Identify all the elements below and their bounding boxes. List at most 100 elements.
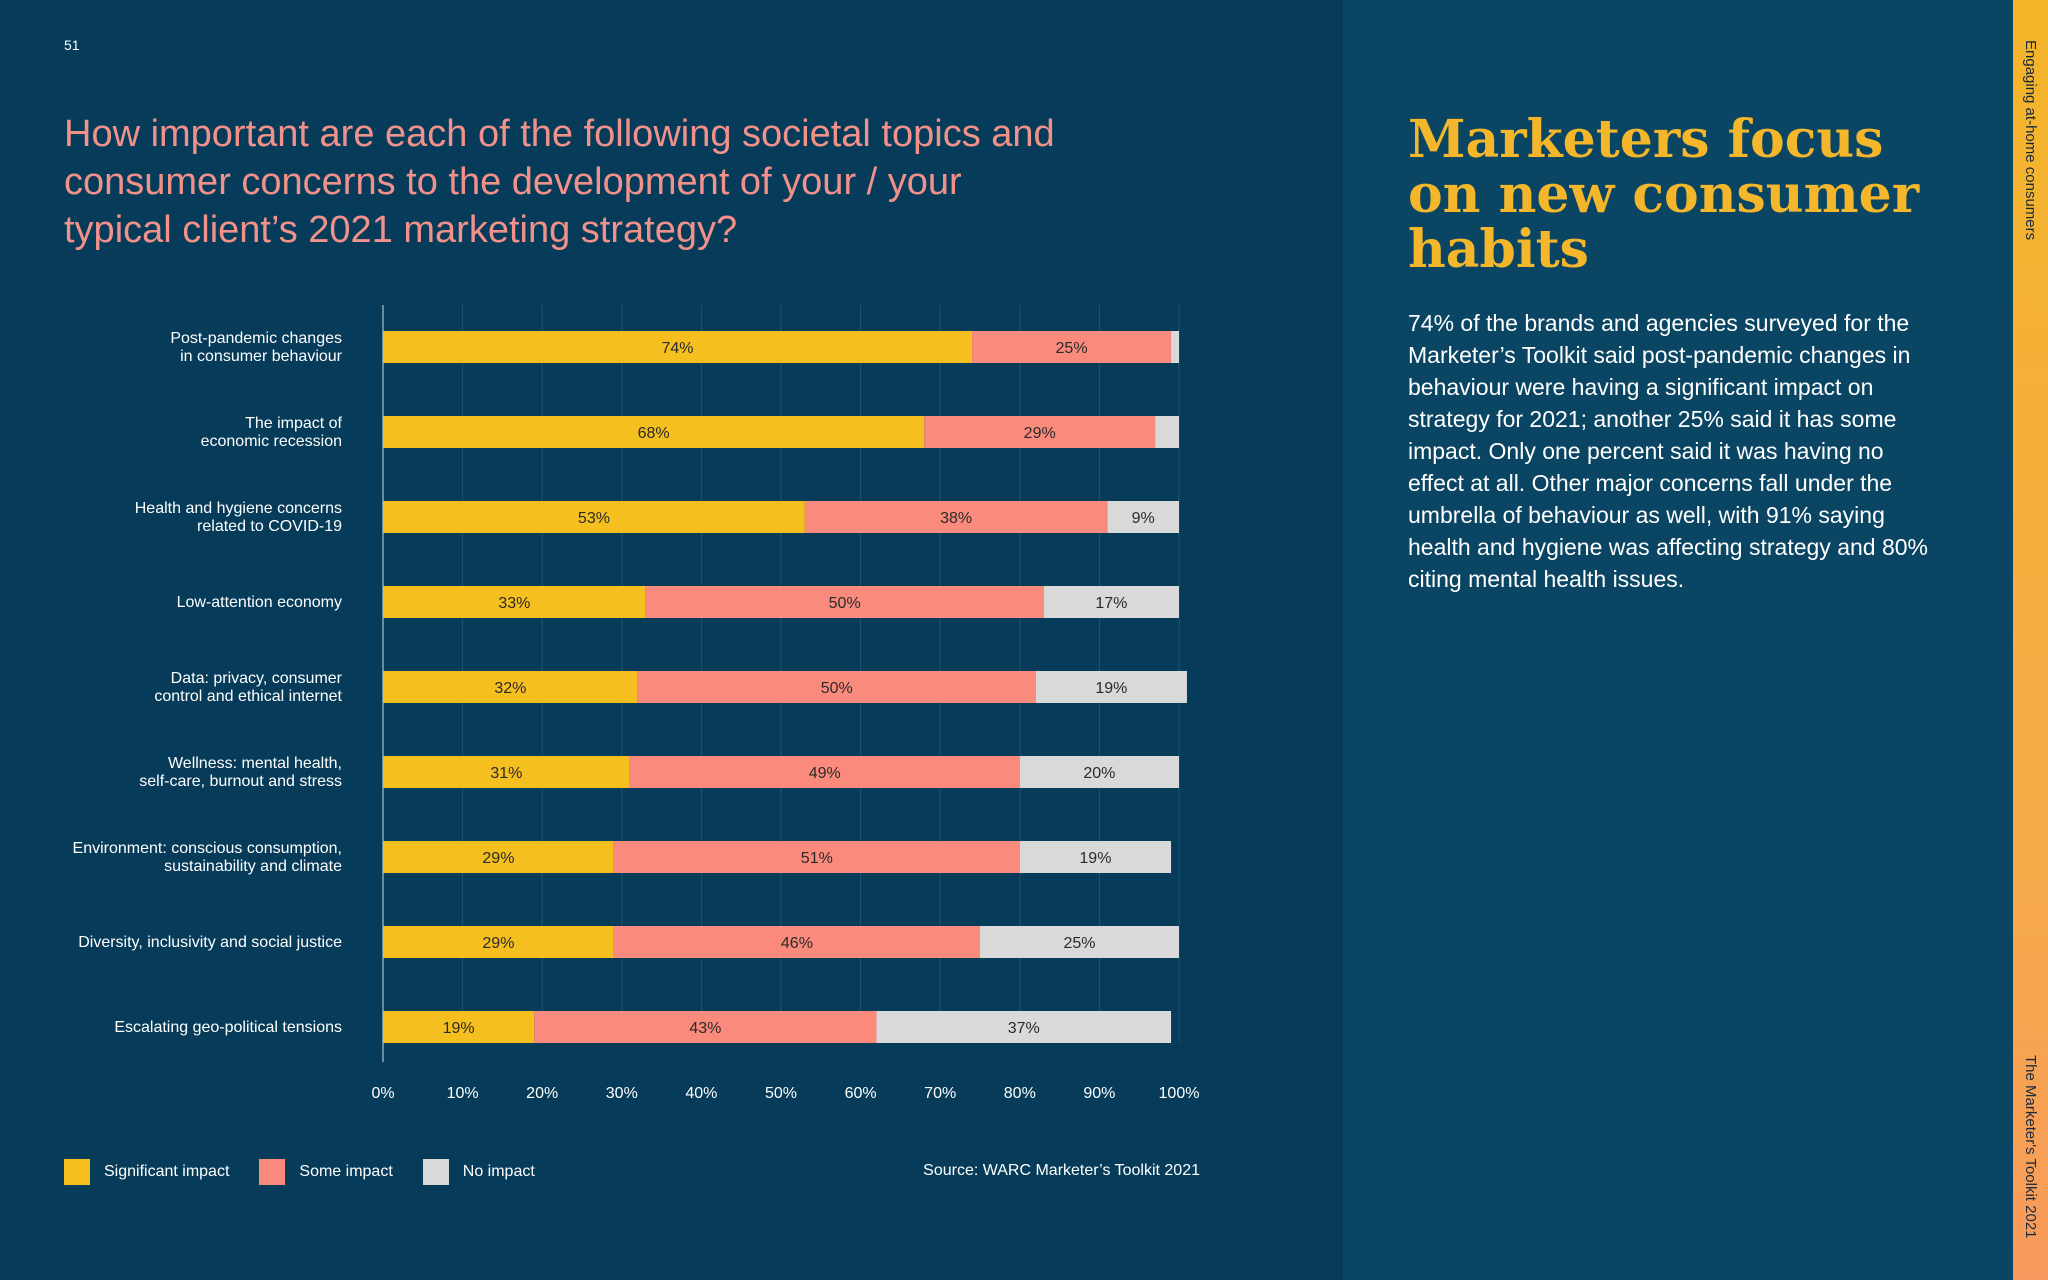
bar-segment [383,416,925,448]
category-label-line: Diversity, inclusivity and social justic… [78,934,342,951]
value-label: 25% [1056,340,1088,357]
category-label-line: related to COVID-19 [197,518,342,535]
category-label-line: Wellness: mental health, [168,755,342,772]
value-label: 37% [1008,1020,1040,1037]
legend-label: Some impact [299,1163,393,1180]
category-label: Escalating geo-political tensions [114,1019,342,1036]
category-label: Low-attention economy [177,594,342,611]
bar-segment [1107,501,1179,533]
value-label: 19% [1095,680,1127,697]
legend-item-some: Some impact [259,1159,393,1185]
bar-segment [980,926,1179,958]
x-tick-label: 50% [765,1085,797,1102]
legend: Significant impact Some impact No impact [64,1158,565,1186]
value-label: 38% [940,510,972,527]
value-label: 74% [662,340,694,357]
x-tick-label: 30% [606,1085,638,1102]
category-label-line: The impact of [245,415,342,432]
bar-segment [924,416,1156,448]
legend-swatch-significant [64,1159,90,1185]
legend-label: No impact [462,1163,535,1180]
category-label: Wellness: mental health, self-care, burno… [139,755,342,790]
legend-item-none: No impact [422,1159,535,1185]
chart-question: How important are each of the following … [64,113,1055,251]
value-label: 19% [443,1020,475,1037]
publication-label: The Marketer's Toolkit 2021 [2022,1055,2039,1239]
category-label-line: Health and hygiene concerns [135,500,342,517]
value-label: 20% [1083,765,1115,782]
x-tick-label: 0% [371,1085,394,1102]
bar-segment [383,501,805,533]
bar-segment [876,1011,1172,1043]
bar-segment [1035,671,1187,703]
bar-segment [972,331,1172,363]
category-label: Environment: conscious consumption, susta… [73,840,343,875]
x-tick-label: 90% [1083,1085,1115,1102]
value-label: 49% [809,765,841,782]
value-label: 50% [821,680,853,697]
legend-item-significant: Significant impact [64,1159,229,1185]
bar-segment [645,586,1044,618]
value-label: 29% [482,935,514,952]
bar-segment [637,671,1036,703]
category-label-line: control and ethical internet [154,688,342,705]
page-number: 51 [64,37,80,53]
bar-segment [804,501,1108,533]
value-label: 31% [490,765,522,782]
value-label: 19% [1079,850,1111,867]
chart-panel [0,0,1343,1280]
category-label: Post-pandemic changes in consumer behavio… [170,330,342,365]
value-label: 50% [829,595,861,612]
side-strip [2013,0,2048,1280]
value-label: 46% [781,935,813,952]
bar-segment [383,1011,535,1043]
value-label: 51% [801,850,833,867]
bar-segment [1171,331,1179,363]
value-label: 29% [482,850,514,867]
x-tick-label: 70% [924,1085,956,1102]
bar-segment [1155,416,1179,448]
value-label: 53% [578,510,610,527]
stacked-bar-chart: 74% 25% 68% 29% 53% 38% 9% 33% 50% 17% 32% 50% 19% 31… [73,305,1199,1102]
x-tick-label: 60% [845,1085,877,1102]
section-heading: Marketers focus on new consumer habits [1408,109,1920,280]
category-label-line: Data: privacy, consumer [171,670,343,687]
value-label: 43% [689,1020,721,1037]
category-label-line: sustainability and climate [164,858,342,875]
category-label-line: economic recession [201,433,342,450]
category-label-line: Environment: conscious consumption, [73,840,342,857]
bar-segment [383,841,614,873]
legend-swatch-none [422,1159,449,1185]
x-tick-label: 80% [1004,1085,1036,1102]
value-label: 25% [1063,935,1095,952]
body-paragraph: 74% of the brands and agencies surveyed … [1408,310,1928,592]
x-axis-ticks: 0% 10% 20% 30% 40% 50% 60% 70% 80% 90% 100% [371,1085,1199,1102]
value-label: 17% [1095,595,1127,612]
legend-label: Significant impact [104,1163,230,1180]
bar-segment [383,671,638,703]
bar-segment [613,926,980,958]
bar-segment [383,926,614,958]
bar-segment [613,841,1020,873]
legend-swatch-some [259,1159,286,1185]
bar-segment [383,756,630,788]
category-label-line: Post-pandemic changes [170,330,342,347]
x-tick-label: 40% [685,1085,717,1102]
bars: 74% 25% 68% 29% 53% 38% 9% 33% 50% 17% 32% 50% 19% 31… [383,331,1187,1043]
category-label: Health and hygiene concerns related to CO… [135,500,342,535]
category-label: The impact of economic recession [201,415,343,450]
category-label-line: in consumer behaviour [180,348,343,365]
bar-segment [629,756,1020,788]
bar-segment [383,586,646,618]
category-label-line: Low-attention economy [177,594,342,611]
bar-segment [1019,841,1172,873]
value-label: 33% [498,595,530,612]
bar-segment [1019,756,1179,788]
x-tick-label: 10% [447,1085,479,1102]
bar-segment [534,1011,877,1043]
x-tick-label: 20% [526,1085,558,1102]
commentary-panel [1343,0,2013,1280]
value-label: 32% [494,680,526,697]
section-label: Engaging at-home consumers [2022,40,2039,241]
category-label-line: self-care, burnout and stress [139,773,342,790]
